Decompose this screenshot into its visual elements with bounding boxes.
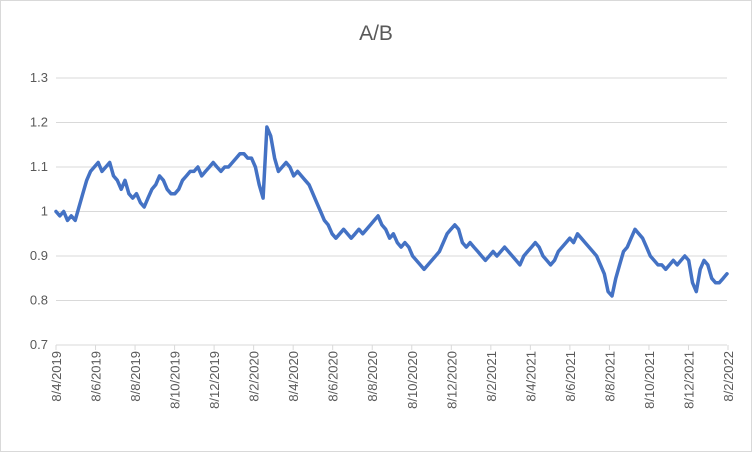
- y-tick-label: 0.9: [30, 248, 48, 263]
- x-tick-label: 8/2/2022: [721, 351, 736, 402]
- x-tick-label: 8/2/2021: [484, 351, 499, 402]
- x-tick-label: 8/2/2020: [247, 351, 262, 402]
- x-tick-label: 8/4/2021: [523, 351, 538, 402]
- x-tick-label: 8/12/2019: [207, 351, 222, 409]
- y-tick-label: 1.3: [30, 70, 48, 85]
- x-tick-label: 8/4/2019: [49, 351, 64, 402]
- x-tick-label: 8/12/2020: [444, 351, 459, 409]
- x-tick-label: 8/6/2019: [89, 351, 104, 402]
- x-tick-label: 8/6/2020: [326, 351, 341, 402]
- x-tick-label: 8/10/2020: [405, 351, 420, 409]
- y-tick-label: 1: [41, 204, 48, 219]
- x-tick-label: 8/4/2020: [286, 351, 301, 402]
- x-tick-label: 8/10/2021: [642, 351, 657, 409]
- x-tick-label: 8/8/2020: [365, 351, 380, 402]
- x-tick-label: 8/6/2021: [563, 351, 578, 402]
- chart-title: A/B: [359, 22, 393, 45]
- x-tick-label: 8/10/2019: [168, 351, 183, 409]
- series-line: [54, 125, 729, 298]
- y-tick-label: 1.1: [30, 159, 48, 174]
- x-tick-label: 8/12/2021: [681, 351, 696, 409]
- y-tick-label: 0.8: [30, 293, 48, 308]
- x-tick-label: 8/8/2021: [602, 351, 617, 402]
- y-tick-label: 0.7: [30, 337, 48, 352]
- y-tick-label: 1.2: [30, 115, 48, 130]
- x-tick-label: 8/8/2019: [128, 351, 143, 402]
